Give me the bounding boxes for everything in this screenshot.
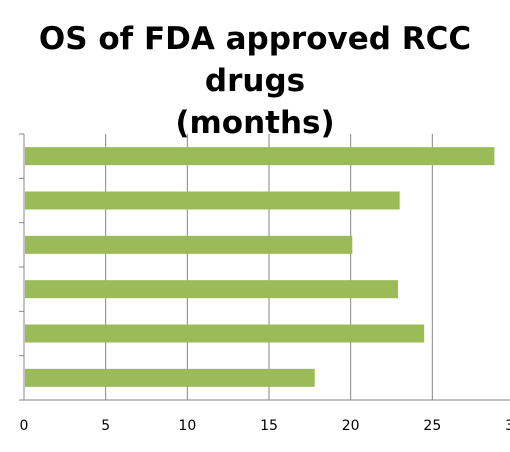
x-tick-label-2: 10 <box>178 418 196 434</box>
x-tick-label-1: 5 <box>101 418 110 434</box>
bar-0 <box>25 147 495 166</box>
bar-3 <box>25 280 399 299</box>
chart-title: OS of FDA approved RCC drugs (months) <box>0 18 510 144</box>
bar-1 <box>25 191 400 210</box>
gridlines <box>105 134 433 400</box>
bar-5 <box>25 368 315 387</box>
bar-4 <box>25 324 425 343</box>
tick-labels: 0 5 10 15 20 25 30 <box>20 418 510 434</box>
axes <box>19 133 510 401</box>
x-tick-label-5: 25 <box>423 418 441 434</box>
chart-title-line-2: (months) <box>175 105 335 141</box>
bar-2 <box>25 235 353 254</box>
x-tick-label-6: 30 <box>505 418 510 434</box>
bars <box>25 147 495 387</box>
x-tick-label-4: 20 <box>342 418 360 434</box>
chart-title-line-1: OS of FDA approved RCC drugs <box>38 21 472 99</box>
x-tick-label-0: 0 <box>20 418 29 434</box>
x-tick-label-3: 15 <box>260 418 278 434</box>
